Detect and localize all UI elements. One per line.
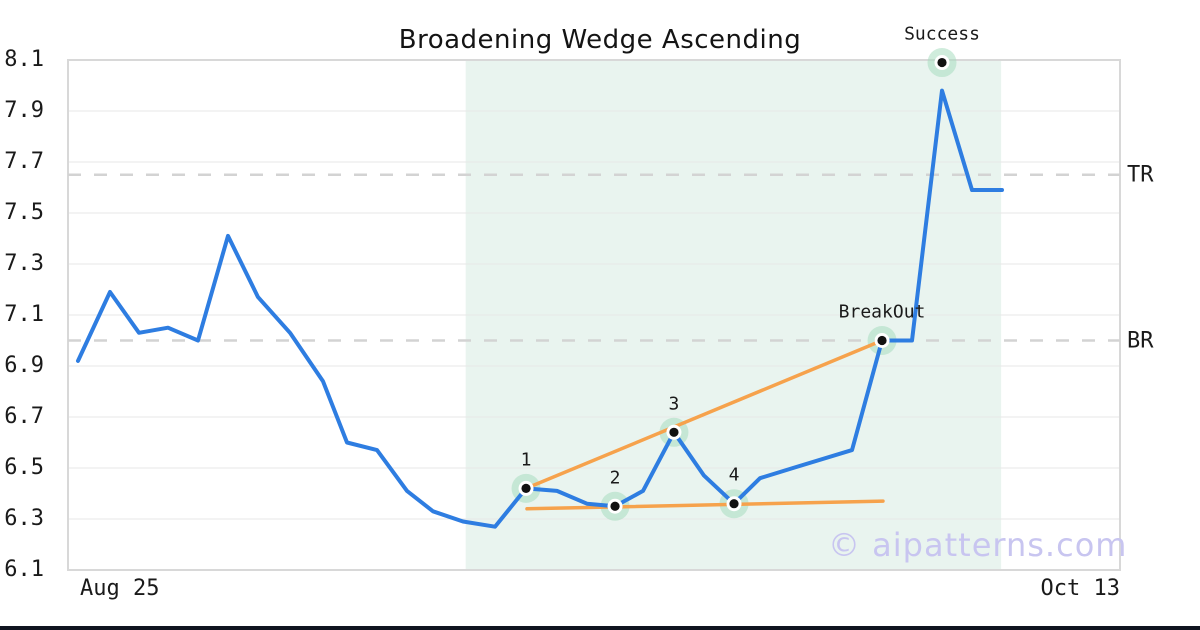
y-tick-label: 7.1 (4, 302, 44, 327)
pattern-point-label-3: 3 (669, 393, 680, 414)
marker-dot (669, 427, 679, 437)
bottom-accent-bar (0, 626, 1200, 630)
marker-dot (729, 499, 739, 509)
pattern-point-label-breakout: BreakOut (839, 302, 926, 323)
y-tick-label: 6.9 (4, 353, 44, 378)
pattern-point-label-1: 1 (521, 449, 532, 470)
y-tick-label: 7.5 (4, 200, 44, 225)
y-tick-label: 6.1 (4, 557, 44, 582)
pattern-point-label-4: 4 (729, 465, 740, 486)
marker-dot (877, 335, 887, 346)
trendline-upper-resistance (524, 338, 884, 491)
plot-border (67, 59, 1121, 571)
y-tick-label: 7.9 (4, 98, 44, 123)
chart-title: Broadening Wedge Ascending (398, 25, 802, 55)
trendline-lower-support (525, 499, 885, 511)
y-tick-label: 6.3 (4, 506, 44, 531)
breakout-line-label: BR (1127, 328, 1154, 353)
watermark: © aipatterns.com (828, 526, 1128, 564)
target-line-label: TR (1127, 162, 1154, 188)
x-axis-label-start: Aug 25 (80, 576, 160, 601)
y-tick-label: 7.3 (4, 251, 44, 276)
y-tick-label: 7.7 (4, 149, 44, 174)
marker-dot (937, 57, 947, 68)
y-tick-label: 6.7 (4, 404, 44, 429)
pattern-point-label-2: 2 (610, 467, 621, 488)
x-axis-label-end: Oct 13 (1040, 576, 1120, 601)
y-tick-label: 6.5 (4, 455, 44, 480)
y-tick-label: 8.1 (4, 47, 44, 72)
pattern-point-label-success: Success (904, 24, 980, 45)
marker-dot (521, 483, 531, 493)
marker-dot (610, 501, 620, 511)
